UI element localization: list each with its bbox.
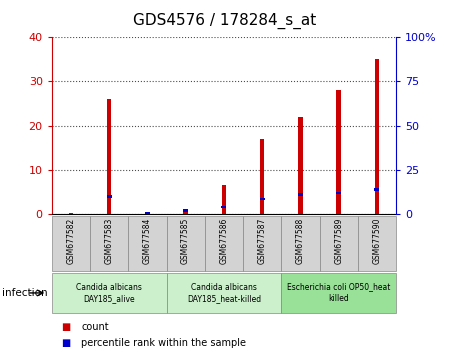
Text: Candida albicans
DAY185_heat-killed: Candida albicans DAY185_heat-killed <box>187 282 261 303</box>
Bar <box>281 216 320 271</box>
Text: count: count <box>81 322 108 332</box>
Bar <box>358 216 396 271</box>
Text: GSM677587: GSM677587 <box>257 218 266 264</box>
Text: infection: infection <box>2 288 48 298</box>
Text: GSM677588: GSM677588 <box>296 218 305 264</box>
Bar <box>374 59 379 214</box>
Bar <box>183 209 188 212</box>
Text: GDS4576 / 178284_s_at: GDS4576 / 178284_s_at <box>133 12 317 29</box>
Bar <box>107 99 112 214</box>
Text: Candida albicans
DAY185_alive: Candida albicans DAY185_alive <box>76 282 142 303</box>
Bar <box>68 213 73 214</box>
Bar <box>221 185 226 214</box>
Text: GSM677585: GSM677585 <box>181 218 190 264</box>
Bar <box>374 188 379 191</box>
Bar <box>166 273 281 313</box>
Bar <box>260 139 265 214</box>
Text: GSM677583: GSM677583 <box>104 218 113 264</box>
Text: Escherichia coli OP50_heat
killed: Escherichia coli OP50_heat killed <box>287 282 390 303</box>
Bar <box>166 216 205 271</box>
Bar <box>298 117 303 214</box>
Text: GSM677589: GSM677589 <box>334 218 343 264</box>
Bar <box>260 198 265 200</box>
Text: percentile rank within the sample: percentile rank within the sample <box>81 338 246 348</box>
Bar <box>281 273 396 313</box>
Bar <box>298 193 303 196</box>
Bar <box>52 216 90 271</box>
Text: GSM677584: GSM677584 <box>143 218 152 264</box>
Bar <box>243 216 281 271</box>
Bar <box>52 273 166 313</box>
Bar <box>145 212 150 214</box>
Text: ■: ■ <box>61 322 70 332</box>
Bar <box>205 216 243 271</box>
Text: ■: ■ <box>61 338 70 348</box>
Bar <box>128 216 166 271</box>
Bar <box>320 216 358 271</box>
Bar <box>336 192 341 194</box>
Bar <box>183 210 188 214</box>
Bar <box>107 195 112 198</box>
Bar <box>221 206 226 209</box>
Text: GSM677582: GSM677582 <box>67 218 76 264</box>
Bar <box>336 90 341 214</box>
Text: GSM677586: GSM677586 <box>220 218 228 264</box>
Bar <box>145 211 150 214</box>
Text: GSM677590: GSM677590 <box>373 218 382 264</box>
Bar <box>90 216 128 271</box>
